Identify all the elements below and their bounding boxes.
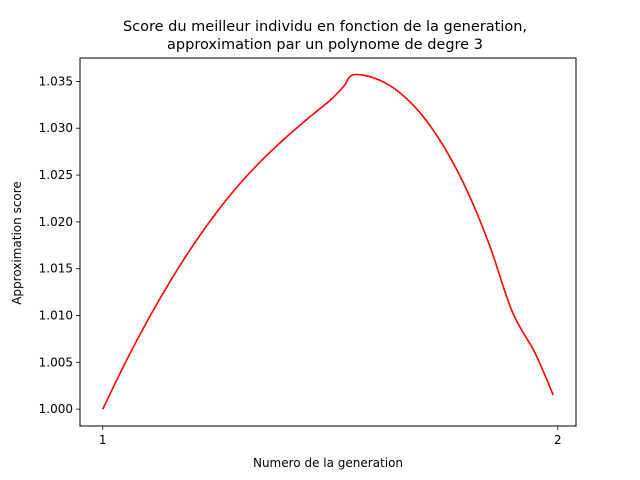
y-tick-label: 1.025 — [39, 168, 73, 182]
plot-area: 1.000 1.005 1.010 1.015 1.020 1.025 1.030 1.035… — [39, 57, 577, 447]
y-tick-label: 1.010 — [39, 309, 73, 323]
y-tick-label: 1.020 — [39, 215, 73, 229]
x-tick-label: 2 — [554, 433, 562, 447]
y-tick-label: 1.035 — [39, 74, 73, 88]
x-axis-label: Numero de la generation — [253, 456, 403, 470]
chart-title-line-2: approximation par un polynome de degre 3 — [167, 37, 483, 53]
y-tick-label: 1.030 — [39, 121, 73, 135]
chart-title-line-1: Score du meilleur individu en fonction d… — [123, 19, 527, 35]
y-tick-label: 1.015 — [39, 262, 73, 276]
x-tick-label: 1 — [99, 433, 107, 447]
y-axis-label: Approximation score — [10, 181, 24, 305]
y-tick-label: 1.005 — [39, 355, 73, 369]
y-tick-label: 1.000 — [39, 402, 73, 416]
series-line-0 — [102, 73, 554, 410]
plot-frame — [79, 57, 577, 427]
